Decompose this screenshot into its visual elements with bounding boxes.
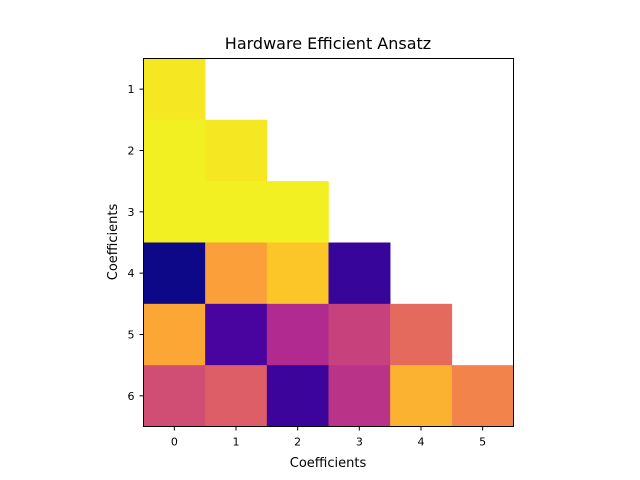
y-tick-label: 3 (128, 206, 135, 219)
heatmap-cell-r5-c0 (143, 365, 206, 427)
heatmap-cell-r3-c3 (328, 242, 391, 305)
heatmap-cell-r3-c2 (266, 242, 329, 305)
heatmap-cell-r0-c0 (143, 58, 206, 121)
heatmap-cell-r3-c1 (205, 242, 268, 305)
y-tick-label: 1 (128, 83, 135, 96)
heatmap-cell-r5-c2 (266, 365, 329, 427)
heatmap-cell-r2-c2 (266, 181, 329, 243)
heatmap-cell-r4-c0 (143, 303, 206, 366)
heatmap-cell-r3-c0 (143, 242, 206, 305)
heatmap-cell-r2-c1 (205, 181, 268, 243)
y-axis: 1 2 3 4 5 6 (128, 83, 144, 403)
heatmap-cell-r5-c4 (390, 365, 453, 427)
x-tick-label: 2 (294, 436, 301, 449)
x-axis: 0 1 2 3 4 5 (171, 426, 486, 449)
heatmap-cell-r1-c0 (143, 119, 206, 182)
y-tick-label: 6 (128, 390, 135, 403)
y-tick-label: 5 (128, 329, 135, 342)
x-tick-label: 4 (418, 436, 425, 449)
heatmap-cell-r4-c1 (205, 303, 268, 366)
heatmap-cell-r4-c2 (266, 303, 329, 366)
x-tick-label: 1 (233, 436, 240, 449)
heatmap-cell-r4-c4 (390, 303, 453, 366)
heatmap-cell-r5-c3 (328, 365, 391, 427)
x-tick-label: 5 (479, 436, 486, 449)
x-tick-label: 0 (171, 436, 178, 449)
heatmap-cell-r5-c1 (205, 365, 268, 427)
heatmap-cell-r2-c0 (143, 181, 206, 243)
x-tick-label: 3 (356, 436, 363, 449)
x-axis-label: Coefficients (290, 456, 367, 471)
y-tick-label: 4 (128, 267, 135, 280)
y-tick-label: 2 (128, 145, 135, 158)
chart-title: Hardware Efficient Ansatz (225, 34, 431, 53)
heatmap-cell-r1-c1 (205, 119, 268, 182)
plot-frame (143, 58, 514, 427)
heatmap-cell-r5-c5 (451, 365, 514, 427)
y-axis-label: Coefficients (106, 204, 121, 281)
heatmap-cell-r4-c3 (328, 303, 391, 366)
heatmap-cells (143, 58, 514, 427)
